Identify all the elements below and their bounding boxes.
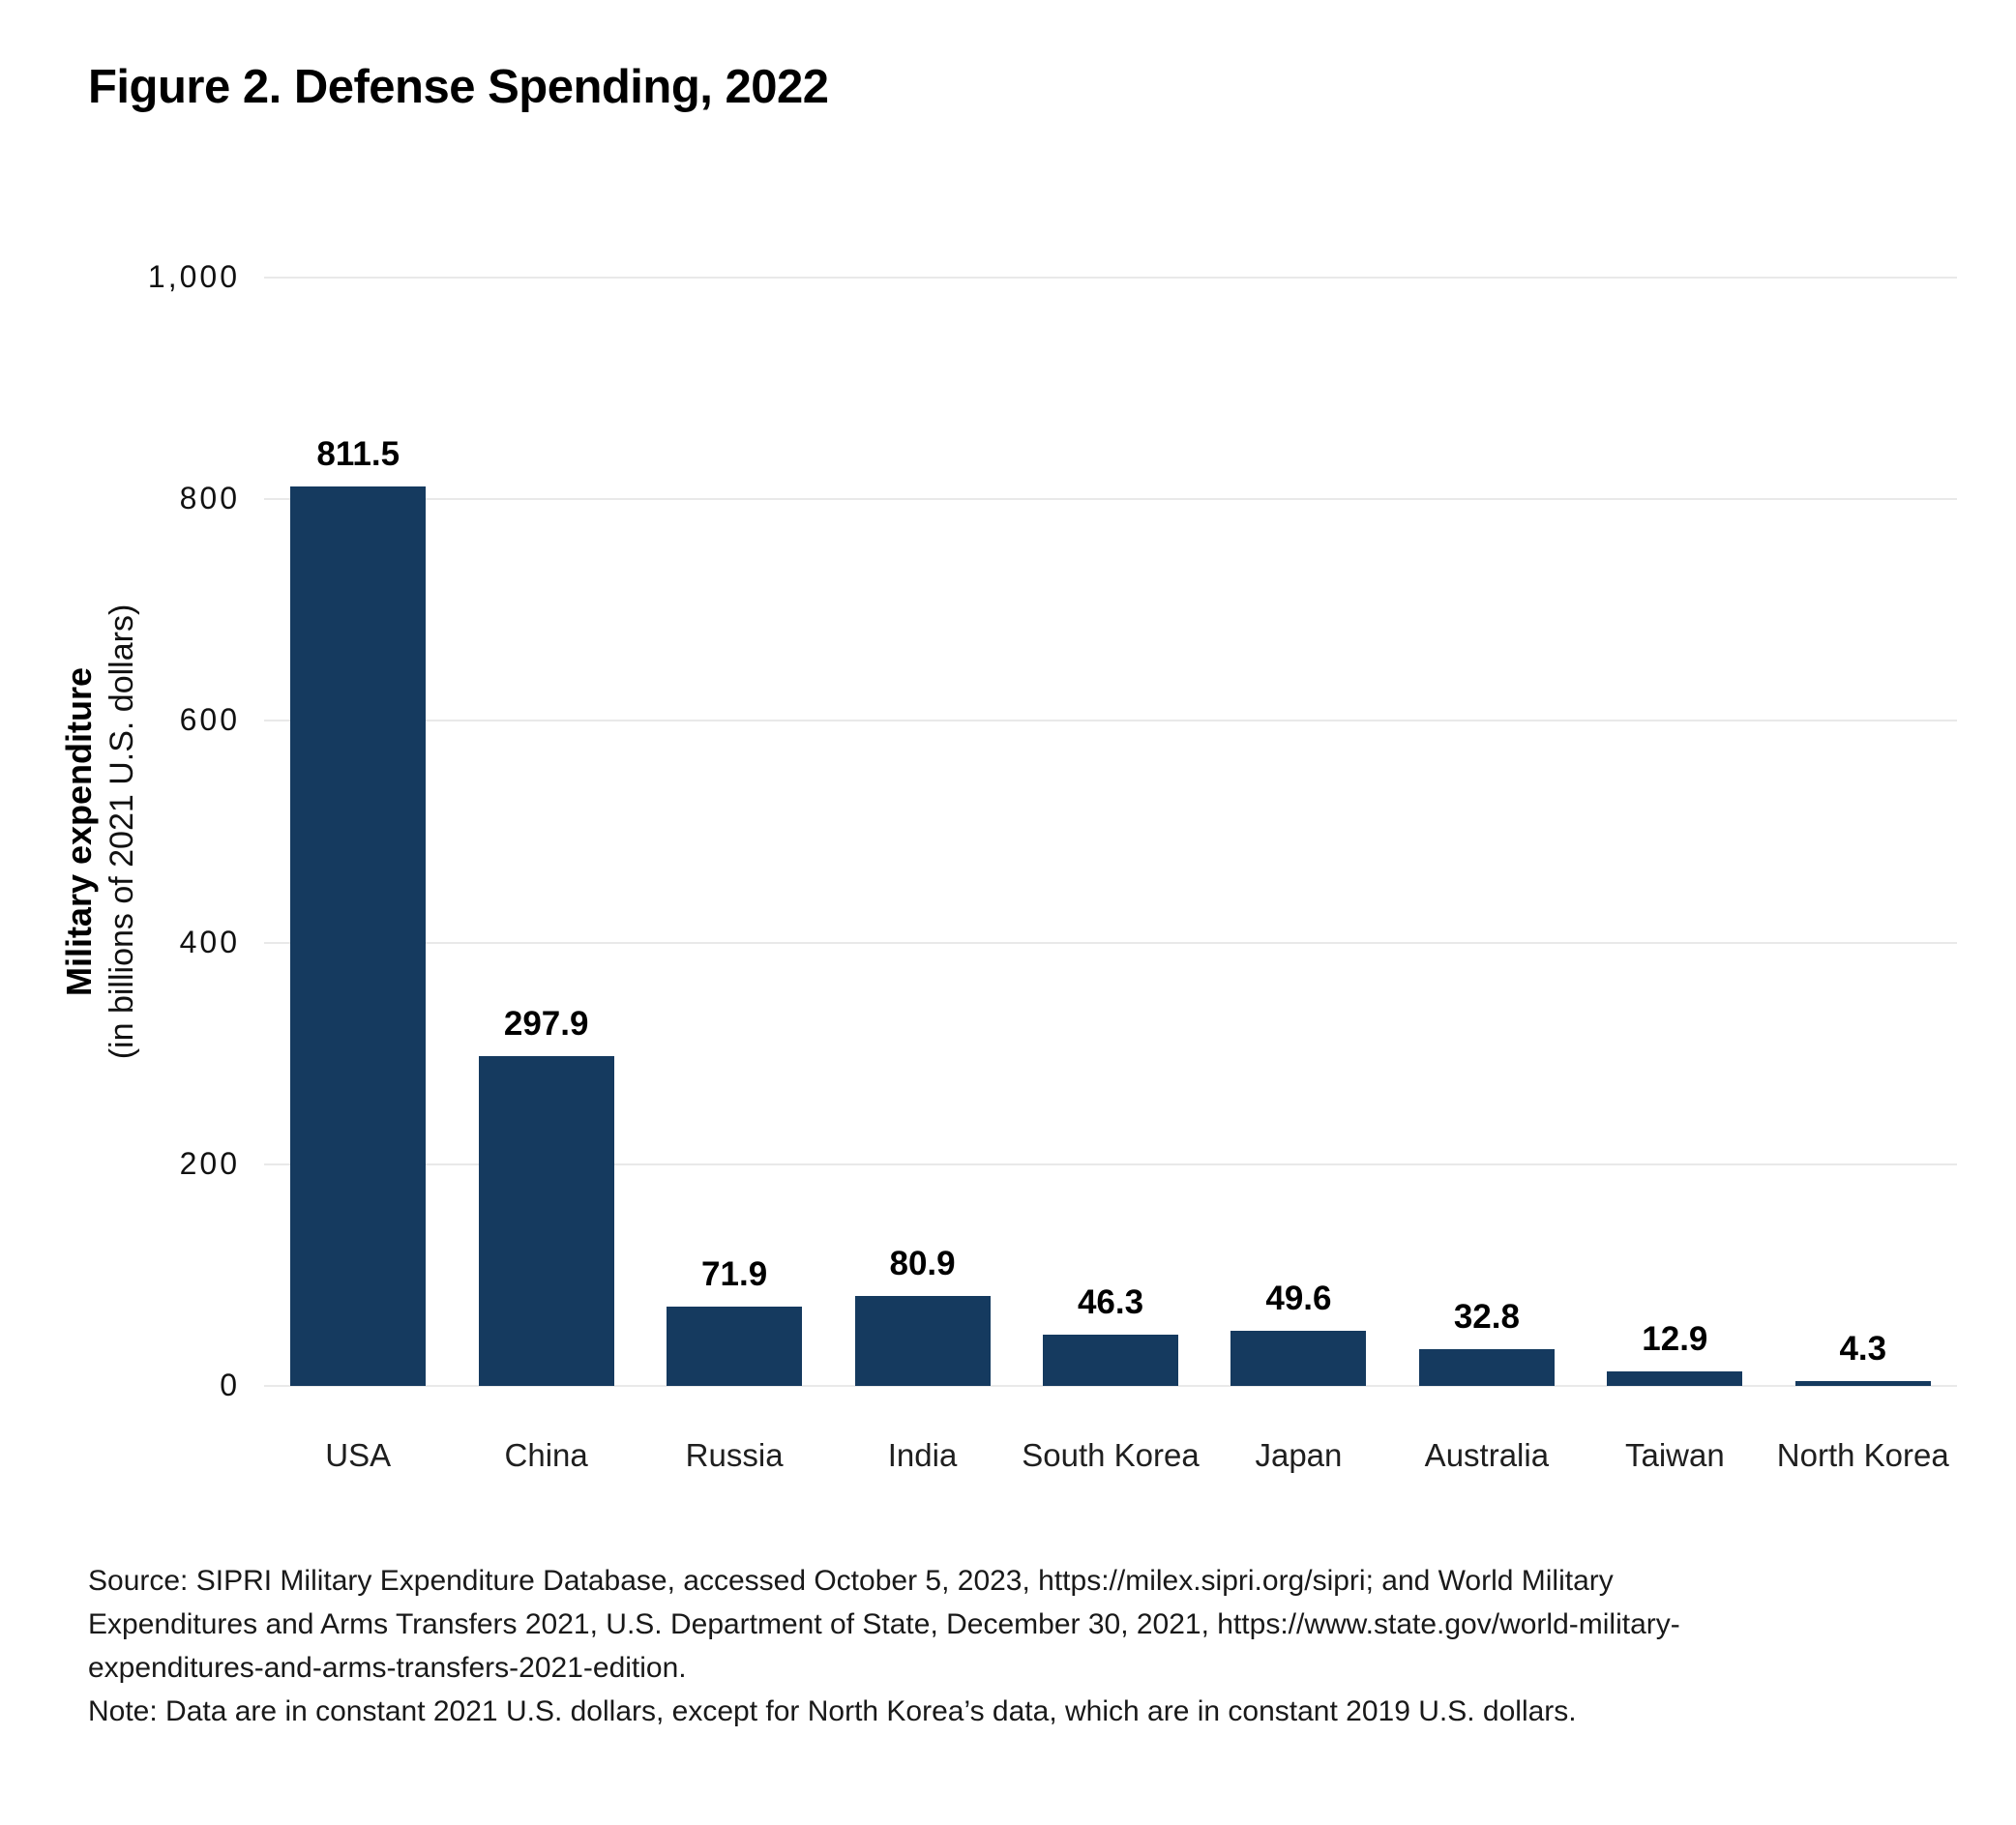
x-category-label-russia: Russia [685, 1437, 784, 1473]
bar-value-label-india: 80.9 [889, 1245, 956, 1283]
bar-south-korea [1043, 1334, 1178, 1386]
x-category-label-taiwan: Taiwan [1624, 1437, 1725, 1473]
source-line: Source: SIPRI Military Expenditure Datab… [88, 1565, 1614, 1597]
y-tick-label-200: 200 [179, 1145, 240, 1181]
gridline-y-800 [264, 498, 1957, 501]
bar-north-korea [1794, 1381, 1931, 1386]
bar-india [854, 1296, 991, 1386]
bar-value-label-taiwan: 12.9 [1642, 1320, 1708, 1359]
bar-china [478, 1055, 614, 1386]
gridline-y-1000 [264, 277, 1957, 279]
bar-value-label-china: 297.9 [503, 1004, 589, 1043]
figure-title: Figure 2. Defense Spending, 2022 [88, 61, 829, 113]
bar-russia [667, 1306, 803, 1386]
source-line: Expenditures and Arms Transfers 2021, U.… [88, 1608, 1680, 1640]
bar-usa [290, 486, 427, 1386]
bar-value-label-north-korea: 4.3 [1839, 1330, 1887, 1369]
x-category-label-south-korea: South Korea [1022, 1437, 1200, 1473]
gridline-y-0 [264, 1385, 1957, 1387]
bar-value-label-south-korea: 46.3 [1077, 1282, 1144, 1321]
x-category-label-usa: USA [325, 1437, 392, 1473]
y-tick-label-600: 600 [179, 702, 240, 738]
y-tick-label-400: 400 [179, 924, 240, 959]
bar-value-label-usa: 811.5 [316, 435, 400, 474]
y-tick-label-1000: 1,000 [147, 258, 240, 294]
bar-value-label-japan: 49.6 [1265, 1280, 1332, 1318]
gridline-y-200 [264, 1163, 1957, 1165]
gridline-y-400 [264, 941, 1957, 944]
x-category-label-north-korea: North Korea [1776, 1437, 1949, 1473]
x-category-label-australia: Australia [1424, 1437, 1550, 1473]
source-line: expenditures-and-arms-transfers-2021-edi… [88, 1652, 687, 1684]
bar-value-label-australia: 32.8 [1453, 1298, 1520, 1337]
bar-japan [1230, 1331, 1367, 1386]
bar-taiwan [1607, 1371, 1743, 1386]
bar-australia [1418, 1349, 1555, 1386]
bar-value-label-russia: 71.9 [701, 1254, 768, 1293]
source-note-block: Source: SIPRI Military Expenditure Datab… [88, 1559, 1680, 1733]
x-category-label-india: India [887, 1437, 958, 1473]
x-category-label-china: China [504, 1437, 588, 1473]
note-line: Note: Data are in constant 2021 U.S. dol… [88, 1695, 1577, 1727]
y-tick-label-800: 800 [179, 480, 240, 515]
x-category-label-japan: Japan [1255, 1437, 1343, 1473]
y-tick-label-0: 0 [220, 1367, 240, 1402]
gridline-y-600 [264, 720, 1957, 722]
